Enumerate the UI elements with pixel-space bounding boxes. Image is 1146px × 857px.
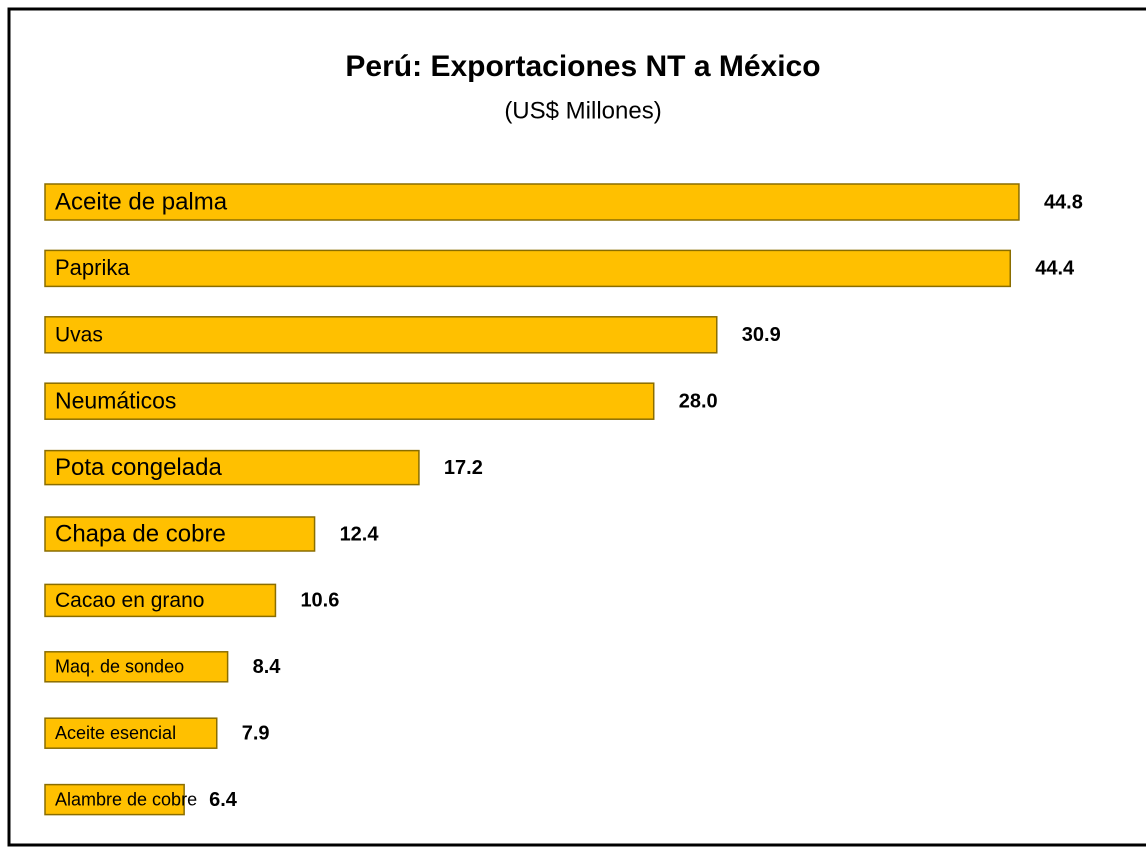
category-label: Cacao en grano — [55, 589, 204, 612]
bar — [44, 651, 229, 683]
value-label: 7.9 — [242, 722, 270, 744]
category-label: Neumáticos — [55, 387, 176, 413]
value-label: 30.9 — [742, 324, 781, 346]
bar — [44, 449, 420, 486]
value-label: 6.4 — [209, 789, 238, 811]
bar — [44, 316, 718, 354]
value-label: 17.2 — [444, 457, 483, 479]
category-label: Aceite de palma — [55, 188, 228, 215]
bar — [44, 583, 277, 618]
value-label: 8.4 — [253, 656, 282, 678]
value-label: 28.0 — [679, 390, 718, 412]
category-label: Aceite esencial — [55, 723, 176, 743]
category-label: Pota congelada — [55, 454, 222, 481]
bar — [44, 783, 185, 816]
chart-subtitle: (US$ Millones) — [504, 97, 661, 124]
value-label: 12.4 — [340, 523, 380, 545]
bar — [44, 249, 1012, 288]
bar — [44, 717, 218, 749]
category-label: Maq. de sondeo — [55, 657, 184, 677]
chart-frame — [7, 7, 1146, 847]
value-label: 44.4 — [1035, 258, 1075, 280]
bar — [44, 516, 316, 552]
value-label: 44.8 — [1044, 191, 1083, 213]
category-label: Uvas — [55, 323, 103, 346]
category-label: Paprika — [55, 255, 130, 280]
chart-title: Perú: Exportaciones NT a México — [345, 50, 820, 83]
category-label: Alambre de cobre — [55, 789, 197, 809]
bar — [44, 382, 655, 420]
value-label: 10.6 — [300, 590, 339, 612]
category-label: Chapa de cobre — [55, 520, 226, 547]
bar — [44, 183, 1020, 221]
